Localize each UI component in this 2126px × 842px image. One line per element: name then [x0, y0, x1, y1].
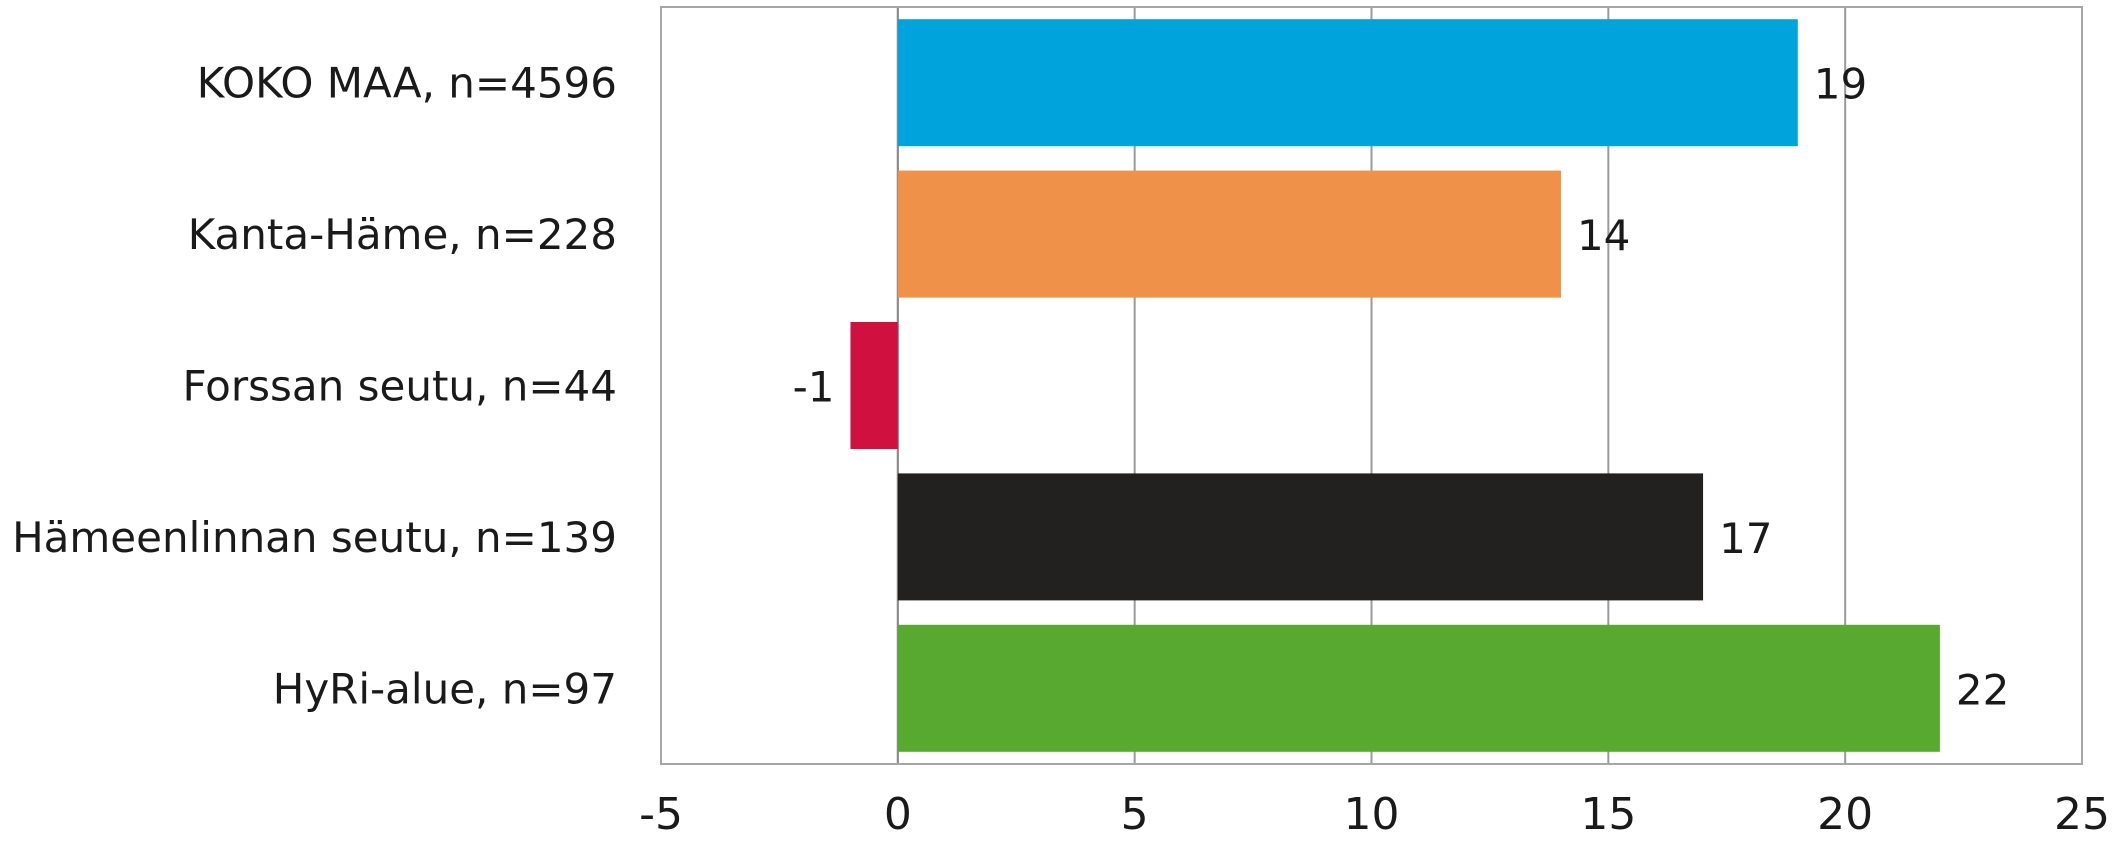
x-axis-tick-labels: -5 0 5 10 15 20 25: [639, 789, 2110, 840]
category-label: HyRi-alue, n=97: [273, 664, 617, 713]
category-labels: KOKO MAA, n=4596 Kanta-Häme, n=228 Forssan…: [12, 59, 617, 714]
category-label: Kanta-Häme, n=228: [188, 210, 617, 259]
x-tick-label: 0: [884, 789, 912, 840]
bar: [897, 624, 1940, 752]
data-label: 14: [1577, 211, 1630, 260]
data-label: 19: [1814, 60, 1867, 109]
bar: [850, 322, 898, 449]
x-tick-label: 15: [1580, 789, 1636, 840]
x-tick-label: -5: [639, 789, 683, 840]
data-label: 22: [1956, 665, 2009, 714]
bars: [850, 19, 1940, 752]
bar: [897, 19, 1798, 147]
category-label: KOKO MAA, n=4596: [197, 59, 617, 108]
x-tick-label: 10: [1344, 789, 1400, 840]
x-tick-label: 20: [1817, 789, 1873, 840]
category-label: Forssan seutu, n=44: [183, 362, 617, 411]
x-tick-label: 25: [2054, 789, 2110, 840]
x-tick-label: 5: [1121, 789, 1149, 840]
data-labels: 19 14 -1 17 22: [793, 60, 2010, 715]
data-label: -1: [793, 363, 835, 412]
data-label: 17: [1719, 514, 1772, 563]
bar: [897, 170, 1561, 298]
plot-area-frame: [660, 6, 2083, 765]
bar: [897, 473, 1704, 601]
category-label: Hämeenlinnan seutu, n=139: [12, 513, 617, 562]
